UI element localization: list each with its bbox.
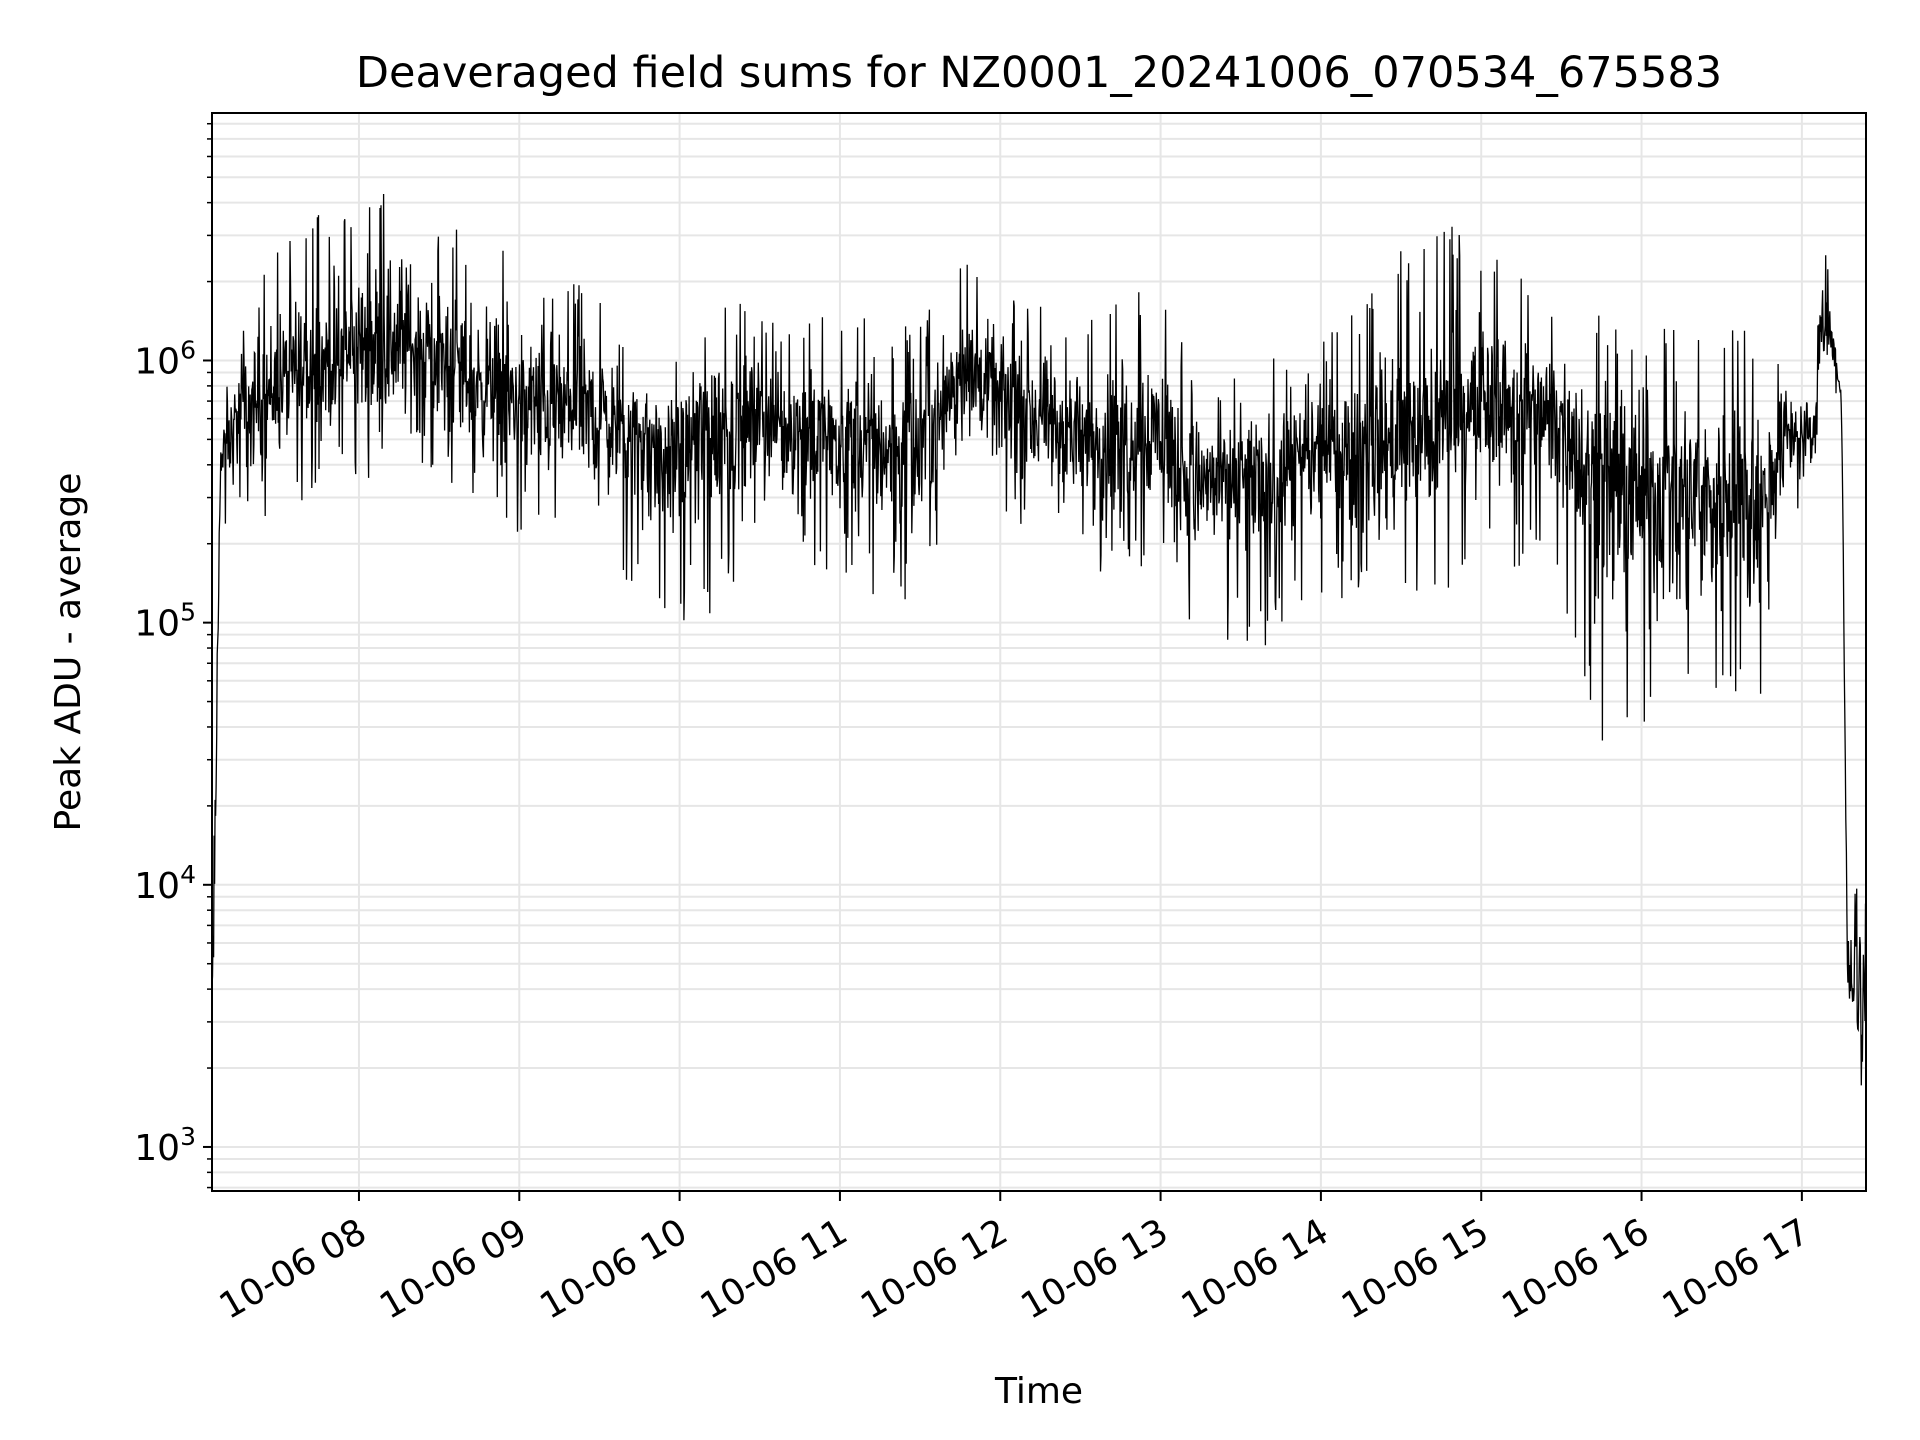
series-line — [211, 193, 1867, 1086]
y-tick-label: 104 — [134, 860, 196, 907]
y-tick-label: 105 — [134, 598, 196, 645]
y-axis-label: Peak ADU - average — [48, 473, 89, 832]
plot-frame — [211, 112, 1867, 1192]
y-tick-label: 103 — [134, 1122, 196, 1169]
y-tick-label: 106 — [134, 335, 196, 382]
x-axis-label: Time — [994, 1371, 1083, 1412]
y-axis: 103 104 105 106 — [134, 122, 212, 1189]
series-trace — [211, 193, 1867, 1086]
chart-title: Deaveraged field sums for NZ0001_2024100… — [356, 48, 1722, 98]
